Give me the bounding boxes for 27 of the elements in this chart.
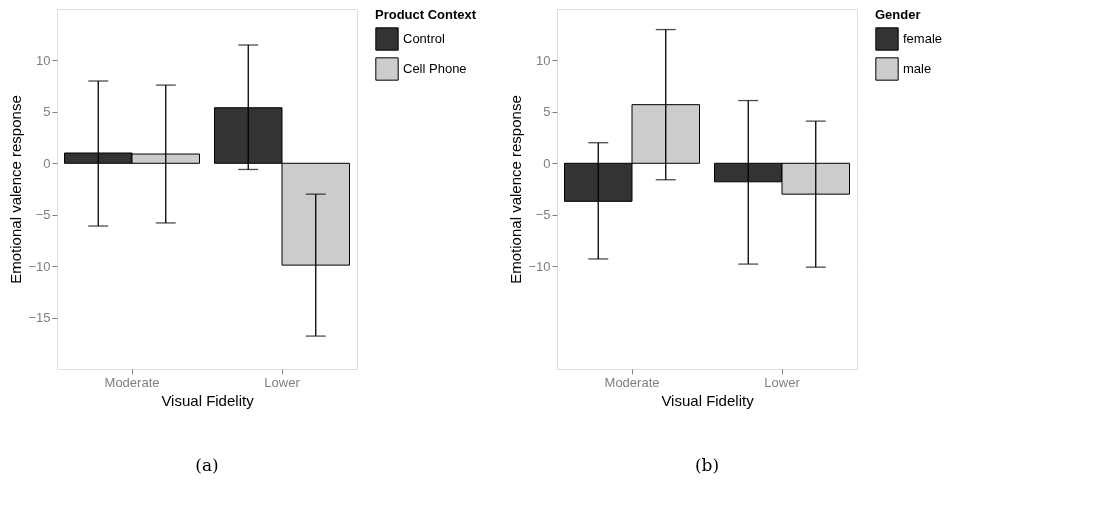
- text: (a): [195, 455, 219, 475]
- x-tick-label: Lower: [264, 374, 301, 390]
- legend-title: Product Context: [375, 7, 477, 22]
- y-tick-label: 5: [543, 104, 551, 120]
- y-axis-title: Emotional valence response: [7, 95, 25, 284]
- text: (b): [694, 455, 720, 475]
- y-tick-label: −5: [535, 207, 551, 223]
- y-tick-label: 10: [536, 52, 551, 68]
- y-tick-label: −5: [35, 207, 51, 223]
- x-tick-label: Moderate: [104, 374, 160, 390]
- y-tick-label: 10: [36, 52, 51, 68]
- y-tick-label: −10: [528, 258, 551, 274]
- legend-label: Cell Phone: [403, 61, 467, 76]
- legend-label: male: [903, 61, 932, 76]
- legend-label: female: [903, 31, 943, 46]
- y-tick-label: −10: [28, 258, 51, 274]
- y-tick-label: −15: [28, 310, 51, 326]
- y-axis-title: Emotional valence response: [507, 95, 525, 284]
- x-axis-title: Visual Fidelity: [161, 391, 255, 409]
- legend-title: Gender: [875, 7, 921, 22]
- y-tick-label: 0: [43, 155, 51, 171]
- y-tick-label: 5: [43, 104, 51, 120]
- x-tick-label: Lower: [764, 374, 801, 390]
- legend-label: Control: [403, 31, 446, 46]
- x-axis-title: Visual Fidelity: [661, 391, 755, 409]
- x-tick-label: Moderate: [604, 374, 660, 390]
- y-tick-label: 0: [543, 155, 551, 171]
